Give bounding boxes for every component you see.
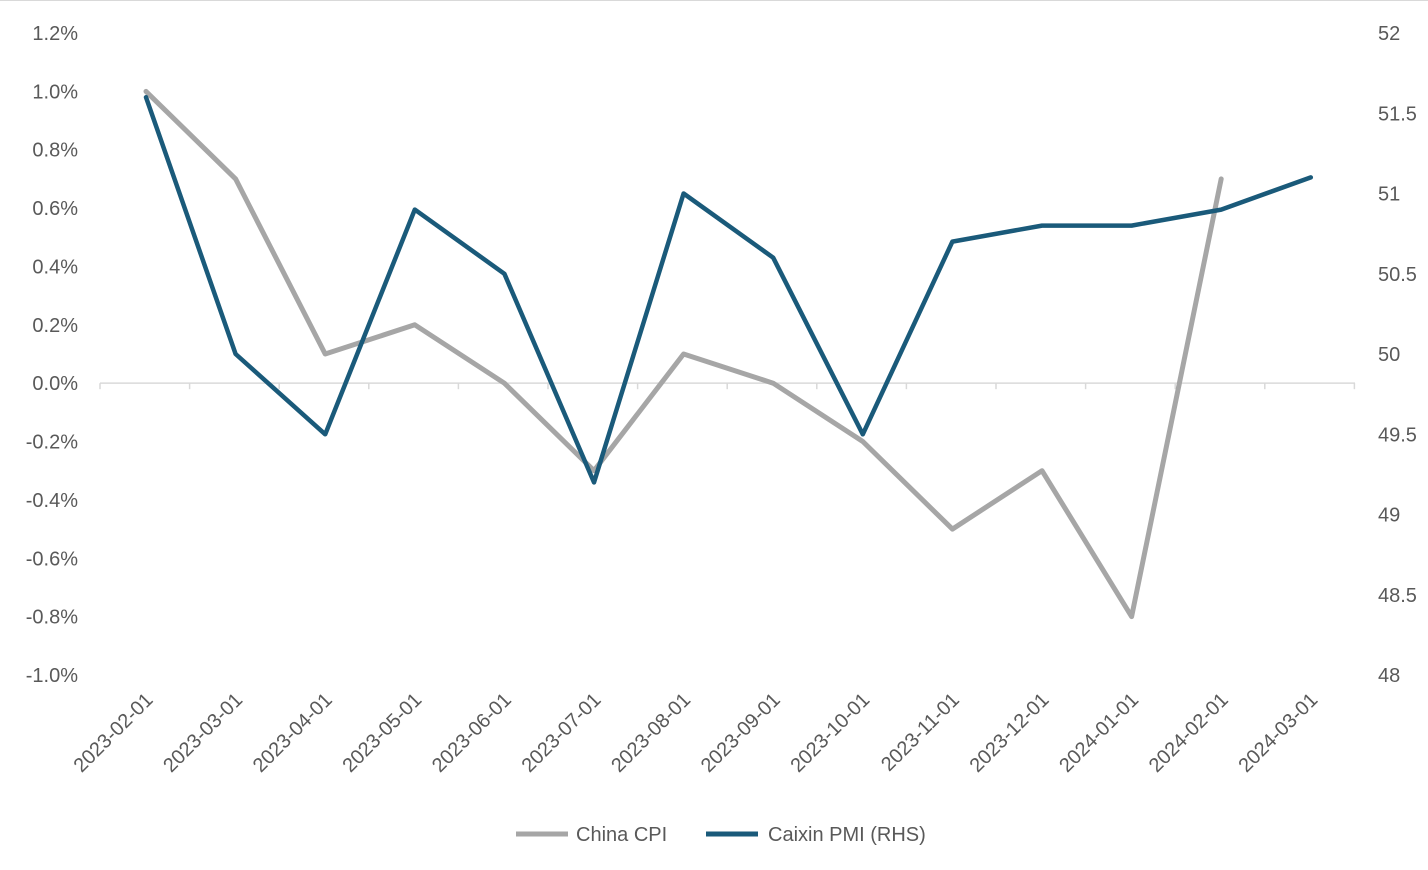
left-y-tick-label: -0.8% [26,607,78,629]
x-tick-label: 2023-08-01 [607,689,695,777]
legend-label: China CPI [576,824,667,846]
left-y-tick-label: -0.2% [26,432,78,454]
right-y-tick-label: 48 [1378,665,1400,687]
left-y-tick-label: 0.6% [32,198,78,220]
x-tick-label: 2023-03-01 [159,689,247,777]
left-y-tick-label: 1.2% [32,23,78,45]
right-y-tick-label: 52 [1378,23,1400,45]
x-tick-label: 2023-07-01 [518,689,606,777]
series-lines [143,88,1314,620]
right-y-tick-label: 50 [1378,344,1400,366]
x-tick-label: 2023-09-01 [697,689,785,777]
x-tick-label: 2023-05-01 [338,689,426,777]
x-tick-label: 2023-02-01 [70,689,158,777]
axes [99,382,1356,390]
x-axis: 2023-02-01 2023-03-01 2023-04-01 2023-05-01… [70,689,1323,777]
x-tick-label: 2023-10-01 [786,689,874,777]
series-line-china-cpi [143,88,1224,620]
series-line-caixin-pmi [143,94,1314,485]
legend-item-china-cpi: China CPI [516,824,667,846]
left-y-tick-label: 0.8% [32,140,78,162]
right-y-tick-label: 50.5 [1378,264,1417,286]
x-tick-label: 2024-03-01 [1234,689,1322,777]
left-y-tick-label: -0.6% [26,548,78,570]
left-y-tick-label: 0.2% [32,315,78,337]
legend-label: Caixin PMI (RHS) [768,824,926,846]
x-tick-label: 2023-06-01 [428,689,516,777]
right-y-tick-label: 51 [1378,184,1400,206]
right-y-tick-label: 49.5 [1378,424,1417,446]
legend: China CPI Caixin PMI (RHS) [516,824,926,846]
left-y-tick-label: 0.4% [32,256,78,278]
x-tick-label: 2024-01-01 [1055,689,1143,777]
x-tick-label: 2023-12-01 [966,689,1054,777]
left-y-tick-label: 1.0% [32,81,78,103]
left-y-axis: 1.2% 1.0% 0.8% 0.6% 0.4% 0.2% 0.0% -0.2% -0.4% -0… [26,23,78,687]
x-tick-label: 2024-02-01 [1145,689,1233,777]
right-y-tick-label: 49 [1378,505,1400,527]
left-y-tick-label: 0.0% [32,373,78,395]
legend-item-caixin-pmi: Caixin PMI (RHS) [706,824,926,846]
right-y-tick-label: 51.5 [1378,103,1417,125]
right-y-tick-label: 48.5 [1378,585,1417,607]
x-tick-label: 2023-04-01 [249,689,337,777]
right-y-axis: 52 51.5 51 50.5 50 49.5 49 48.5 48 [1378,23,1417,687]
left-y-tick-label: -1.0% [26,665,78,687]
x-tick-label: 2023-11-01 [877,689,964,776]
left-y-tick-label: -0.4% [26,490,78,512]
